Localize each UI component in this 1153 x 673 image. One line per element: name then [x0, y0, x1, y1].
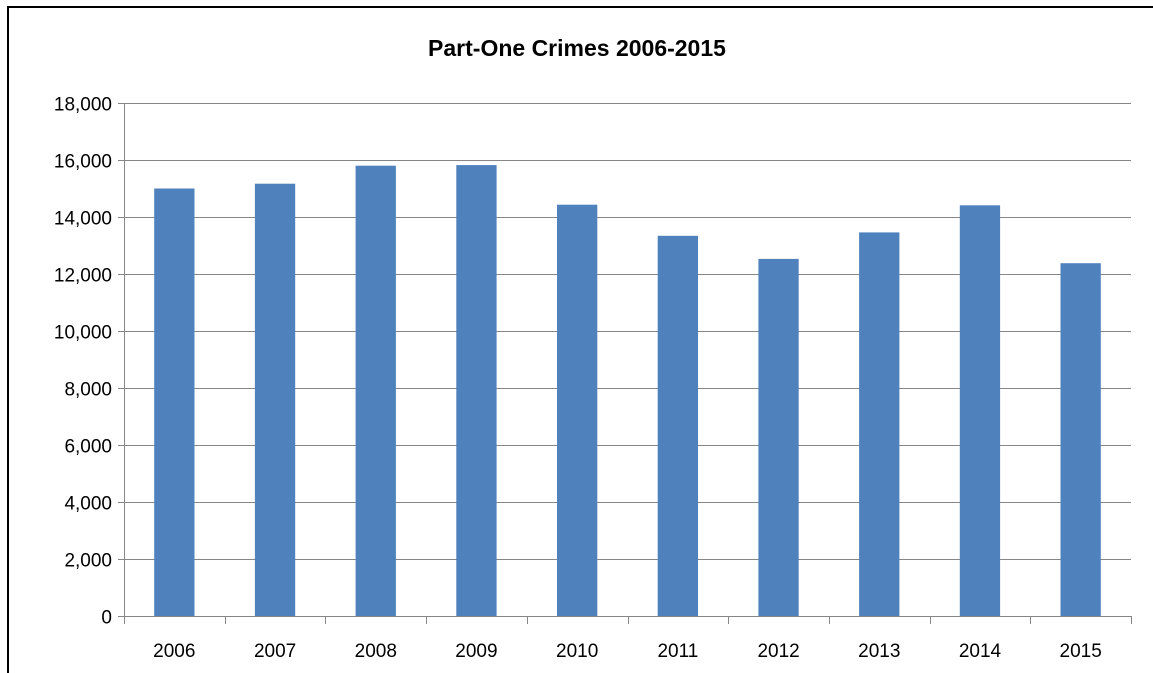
x-tick-label: 2013 — [858, 641, 900, 662]
x-tick-label: 2008 — [355, 641, 397, 662]
bar-2014 — [959, 205, 1001, 617]
axes — [118, 103, 1132, 624]
x-tick-label: 2011 — [657, 641, 698, 662]
x-tick-label: 2015 — [1060, 641, 1102, 662]
y-tick-label: 6,000 — [64, 437, 112, 458]
bar-2015 — [1060, 263, 1101, 616]
bar-2013 — [859, 232, 900, 616]
bar-2007 — [254, 183, 296, 616]
x-tick-label: 2014 — [959, 641, 1002, 662]
y-tick-label: 2,000 — [64, 551, 112, 572]
y-axis-tick-labels: 0 2,000 4,000 6,000 8,000 10,000 12,000 14,000 1… — [54, 95, 112, 629]
y-tick-label: 18,000 — [54, 95, 112, 116]
bar-2009 — [456, 165, 497, 616]
y-tick-label: 0 — [101, 608, 112, 629]
bar-2011 — [657, 235, 698, 617]
bar-2010 — [557, 204, 598, 616]
chart-title: Part-One Crimes 2006-2015 — [428, 35, 726, 61]
y-tick-label: 16,000 — [54, 152, 112, 173]
x-tick-label: 2006 — [153, 641, 195, 662]
chart-frame — [7, 6, 1153, 673]
bar-2008 — [355, 165, 396, 616]
x-tick-label: 2007 — [254, 641, 296, 662]
x-axis-tick-labels: 2006 2007 2008 2009 2010 2011 2012 2013 2014 2015 — [153, 641, 1102, 662]
bars — [154, 165, 1101, 617]
y-tick-label: 14,000 — [54, 209, 112, 230]
y-tick-label: 4,000 — [64, 494, 112, 515]
x-tick-label: 2010 — [556, 641, 598, 662]
y-tick-label: 12,000 — [54, 266, 112, 287]
x-tick-label: 2009 — [455, 641, 497, 662]
y-tick-label: 10,000 — [54, 323, 112, 344]
x-tick-label: 2012 — [757, 641, 799, 662]
bar-2006 — [154, 188, 195, 616]
y-tick-label: 8,000 — [64, 380, 112, 401]
bar-2012 — [758, 258, 799, 616]
